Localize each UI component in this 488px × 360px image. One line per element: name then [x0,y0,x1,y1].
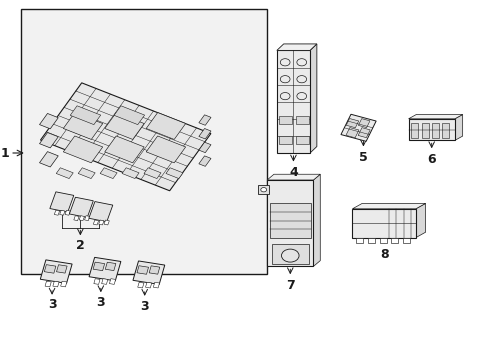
Bar [279,116,291,124]
Polygon shape [56,168,73,179]
Polygon shape [145,282,151,288]
Text: 4: 4 [288,166,297,179]
Polygon shape [454,114,462,140]
Bar [276,50,309,153]
Circle shape [281,249,299,262]
Bar [441,123,448,138]
Bar [269,203,310,238]
Bar [379,238,386,243]
Polygon shape [93,220,99,225]
Polygon shape [407,114,462,119]
Polygon shape [104,220,109,225]
Polygon shape [199,115,211,125]
Polygon shape [133,261,164,284]
Polygon shape [100,168,117,179]
Polygon shape [94,279,100,284]
Polygon shape [50,192,74,212]
Polygon shape [122,168,139,179]
Polygon shape [357,128,369,138]
Polygon shape [137,266,148,274]
Polygon shape [40,132,58,148]
Polygon shape [153,282,159,288]
Text: 1: 1 [1,147,10,159]
Bar [295,136,308,144]
Polygon shape [69,197,93,217]
Polygon shape [104,113,144,139]
Bar [271,244,308,264]
Polygon shape [146,113,185,139]
Polygon shape [352,203,425,209]
Polygon shape [165,168,183,179]
Polygon shape [41,83,210,191]
Polygon shape [199,142,211,153]
Polygon shape [346,118,358,128]
Polygon shape [53,281,59,287]
Polygon shape [104,136,144,163]
Circle shape [260,188,266,192]
Polygon shape [89,202,113,222]
Polygon shape [313,174,320,266]
Polygon shape [93,262,104,271]
Polygon shape [61,281,67,287]
Bar [21,9,266,274]
Polygon shape [114,106,144,125]
Text: 6: 6 [427,153,435,166]
Polygon shape [99,220,104,225]
Polygon shape [84,216,90,221]
Polygon shape [138,282,143,288]
Polygon shape [309,44,316,153]
Polygon shape [146,136,185,163]
Bar [410,123,417,138]
Polygon shape [149,266,160,274]
Polygon shape [266,174,320,180]
Polygon shape [65,210,70,215]
Polygon shape [102,279,107,284]
Bar [402,238,409,243]
Polygon shape [340,114,375,141]
Text: 8: 8 [379,248,387,261]
Text: 3: 3 [48,298,56,311]
Polygon shape [105,262,116,271]
Polygon shape [199,129,211,139]
Text: 3: 3 [96,296,105,309]
Bar [295,116,308,124]
Bar [367,238,374,243]
Text: 5: 5 [358,151,367,164]
Polygon shape [40,113,58,129]
Polygon shape [345,127,358,138]
Polygon shape [79,216,84,221]
Polygon shape [276,44,316,50]
Text: 2: 2 [76,239,84,252]
Bar [407,119,454,140]
Bar [421,123,427,138]
Polygon shape [74,216,79,221]
Polygon shape [143,168,161,179]
Bar [431,123,438,138]
Polygon shape [109,279,115,284]
Polygon shape [40,260,72,283]
Polygon shape [89,257,121,281]
Polygon shape [63,136,102,163]
Polygon shape [199,156,211,166]
Polygon shape [70,106,101,125]
Bar [266,180,313,266]
Text: 3: 3 [140,300,149,312]
Polygon shape [63,113,102,139]
Polygon shape [358,119,369,127]
Bar [258,185,268,194]
Polygon shape [44,265,56,273]
Polygon shape [60,210,65,215]
Text: 7: 7 [285,279,294,292]
Bar [279,136,291,144]
Polygon shape [78,168,95,179]
Polygon shape [54,210,60,215]
Polygon shape [40,152,58,167]
Polygon shape [57,265,67,273]
Polygon shape [45,281,51,287]
Bar [352,209,415,238]
Bar [356,238,363,243]
Polygon shape [415,203,425,238]
Bar [391,238,398,243]
